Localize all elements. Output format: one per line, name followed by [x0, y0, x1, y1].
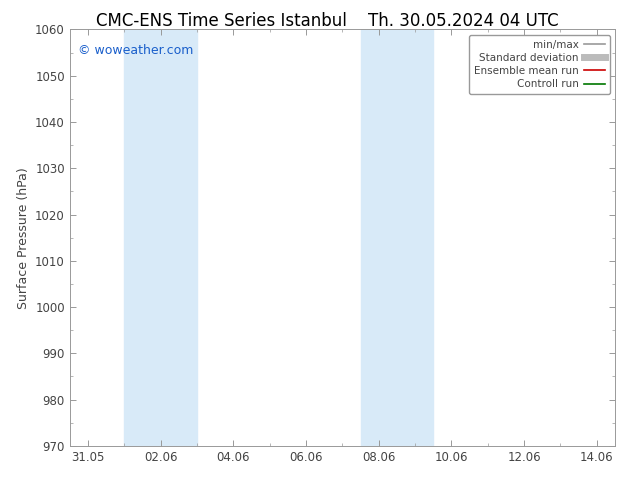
Text: Th. 30.05.2024 04 UTC: Th. 30.05.2024 04 UTC	[368, 12, 558, 30]
Legend: min/max, Standard deviation, Ensemble mean run, Controll run: min/max, Standard deviation, Ensemble me…	[469, 35, 610, 95]
Text: CMC-ENS Time Series Istanbul: CMC-ENS Time Series Istanbul	[96, 12, 347, 30]
Bar	[124, 29, 197, 446]
Y-axis label: Surface Pressure (hPa): Surface Pressure (hPa)	[16, 167, 30, 309]
Text: © woweather.com: © woweather.com	[78, 44, 193, 57]
Bar	[361, 29, 433, 446]
